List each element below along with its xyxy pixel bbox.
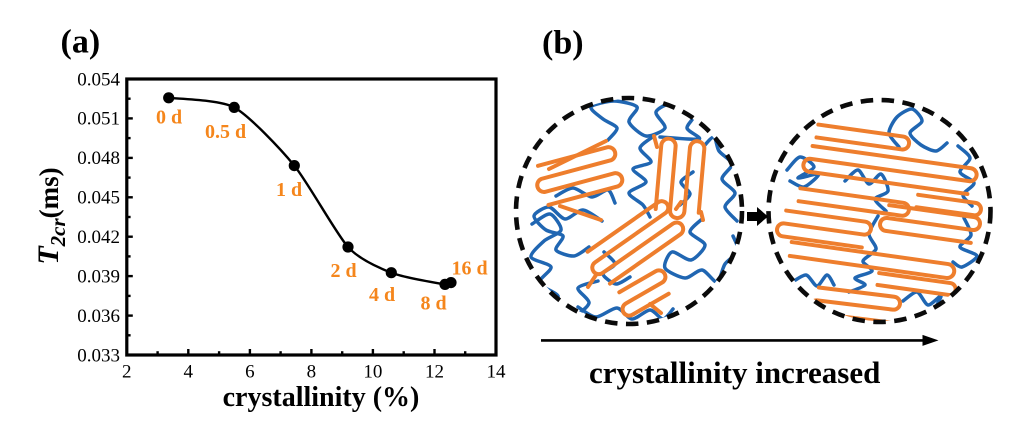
svg-text:0.051: 0.051: [77, 109, 120, 130]
svg-text:12: 12: [425, 362, 444, 383]
svg-text:0.045: 0.045: [77, 188, 120, 209]
svg-text:1 d: 1 d: [276, 179, 302, 201]
svg-text:0.054: 0.054: [77, 69, 120, 90]
svg-text:(a): (a): [61, 24, 101, 61]
svg-text:0.036: 0.036: [77, 306, 120, 327]
svg-text:0.039: 0.039: [77, 266, 120, 287]
svg-text:14: 14: [487, 362, 507, 383]
svg-text:T2cr(ms): T2cr(ms): [32, 167, 70, 264]
svg-text:0.048: 0.048: [77, 148, 120, 169]
svg-text:crystallinity increased: crystallinity increased: [589, 355, 880, 390]
svg-text:8: 8: [307, 362, 317, 383]
svg-text:8 d: 8 d: [420, 293, 446, 315]
svg-text:2 d: 2 d: [330, 260, 356, 282]
svg-text:10: 10: [363, 362, 382, 383]
svg-text:6: 6: [245, 362, 255, 383]
svg-text:crystallinity (%): crystallinity (%): [223, 382, 420, 413]
svg-text:0.042: 0.042: [77, 227, 120, 248]
svg-text:4: 4: [184, 362, 194, 383]
svg-text:0 d: 0 d: [156, 107, 182, 129]
svg-text:0.033: 0.033: [77, 345, 120, 366]
svg-text:2: 2: [122, 362, 132, 383]
svg-text:0.5 d: 0.5 d: [205, 121, 246, 143]
svg-text:(b): (b): [542, 25, 584, 62]
svg-text:4 d: 4 d: [369, 284, 395, 306]
svg-text:16 d: 16 d: [451, 258, 487, 280]
